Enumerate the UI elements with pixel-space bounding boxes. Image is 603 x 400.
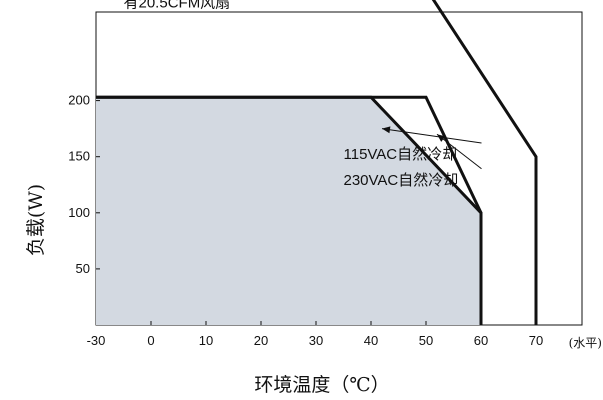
- y-tick-label: 50: [76, 261, 90, 276]
- y-tick-label: 150: [68, 149, 90, 164]
- x-axis-title: 环境温度（℃）: [254, 374, 389, 396]
- x-tick-label: 60: [474, 333, 488, 348]
- x-tick-label: 0: [147, 333, 154, 348]
- y-tick-label: 200: [68, 93, 90, 108]
- x-tick-label: 20: [254, 333, 268, 348]
- annotation-label-1: 有20.5CFM风扇: [124, 0, 231, 11]
- annotation-label-2: 115VAC自然冷却: [344, 146, 458, 163]
- series-line-2: [431, 0, 538, 325]
- tick-layer: -3001020304050607050100150200300: [68, 93, 543, 348]
- annotation-arrowhead-3: [437, 134, 446, 142]
- series-layer: [96, 0, 538, 325]
- x-unit-note: (水平): [569, 336, 602, 350]
- y-tick-label: 100: [68, 205, 90, 220]
- y-axis-title: 负载(W): [25, 184, 47, 256]
- x-tick-label: 70: [529, 333, 543, 348]
- x-tick-label: 40: [364, 333, 378, 348]
- series-line-3: [96, 95, 483, 325]
- x-tick-label: -30: [87, 333, 106, 348]
- safe-area-fill: [96, 97, 481, 325]
- annotation-arrow-line-3: [436, 133, 482, 170]
- x-tick-label: 50: [419, 333, 433, 348]
- annotation-layer: 有20.5CFM风扇 115VAC自然冷却 230VAC自然冷却: [124, 0, 482, 189]
- annotation-arrow-line-2: [381, 128, 482, 144]
- x-tick-label: 10: [199, 333, 213, 348]
- x-tick-label: 30: [309, 333, 323, 348]
- annotation-label-3: 230VAC自然冷却: [344, 172, 459, 189]
- annotation-arrowhead-2: [382, 126, 391, 134]
